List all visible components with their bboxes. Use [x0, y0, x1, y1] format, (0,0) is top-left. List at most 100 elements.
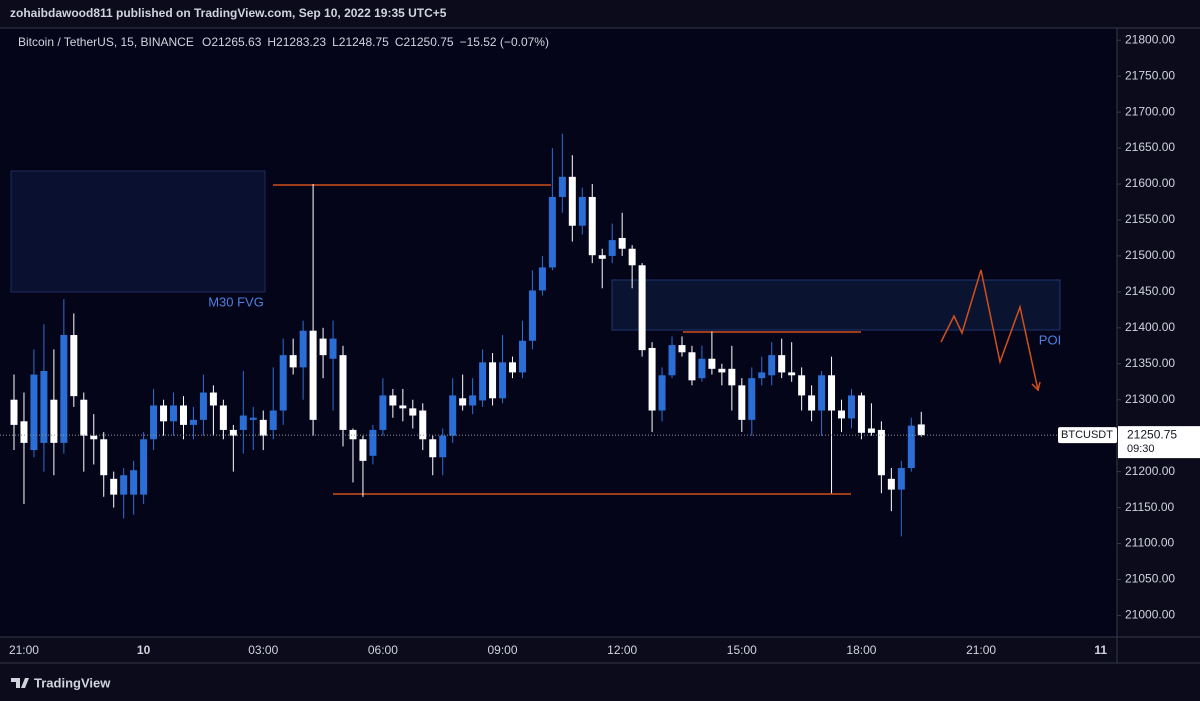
x-tick-label: 21:00 [966, 643, 996, 657]
legend: Bitcoin / TetherUS, 15, BINANCE O21265.6… [18, 35, 549, 49]
candle-body [608, 240, 616, 256]
x-tick-label: 18:00 [846, 643, 876, 657]
candle-body [768, 355, 776, 376]
candle-body [628, 248, 636, 266]
candle-body [678, 345, 686, 353]
fvg-box [10, 170, 266, 293]
candle-body [369, 429, 377, 456]
candle-body [60, 335, 68, 443]
logo [11, 678, 29, 688]
x-tick-label: 03:00 [248, 643, 278, 657]
candle-body [379, 395, 387, 430]
candle-body [808, 395, 816, 411]
y-tick-label: 21300.00 [1125, 392, 1175, 406]
marks [10, 133, 925, 537]
candle-body [818, 375, 826, 411]
candle-body [140, 439, 148, 495]
y-tick-label: 21750.00 [1125, 68, 1175, 82]
candle-body [429, 439, 437, 458]
candle-body [219, 405, 227, 430]
candle-body [499, 362, 507, 399]
ohlc-value: H21283.23 [267, 35, 326, 49]
candle-body [788, 372, 796, 376]
candle-body [299, 330, 307, 368]
x-tick-label: 12:00 [607, 643, 637, 657]
candle-body [668, 345, 676, 376]
candle-body [758, 372, 766, 379]
candle-body [339, 355, 347, 430]
ohlc-value: −15.52 (−0.07%) [460, 35, 549, 49]
candle-body [518, 340, 526, 373]
ohlc-value: L21248.75 [332, 35, 389, 49]
candle-body [80, 399, 88, 436]
candle-body [907, 425, 915, 469]
candle-body [239, 415, 247, 430]
candle-body [150, 405, 158, 440]
footer: TradingView [11, 675, 111, 690]
candle-body [867, 428, 875, 433]
candle-body [90, 435, 98, 440]
symbol-tag: BTCUSDT [1061, 429, 1113, 441]
y-tick-label: 21550.00 [1125, 212, 1175, 226]
candle-body [588, 196, 596, 256]
candle-body [648, 347, 656, 411]
candle-body [698, 358, 706, 379]
candle-body [319, 338, 327, 356]
candle-body [289, 355, 297, 368]
candle-body [917, 424, 925, 436]
candle-body [199, 392, 207, 420]
candle-body [509, 362, 516, 373]
x-tick-label: 10 [137, 643, 151, 657]
y-tick-label: 21100.00 [1125, 536, 1174, 550]
fvg-label: M30 FVG [208, 294, 264, 309]
candle-body [170, 405, 178, 422]
ohlc-value: C21250.75 [395, 35, 454, 49]
candle-body [828, 375, 836, 411]
candle-body [70, 335, 78, 397]
candle-body [40, 370, 48, 443]
plot-area [0, 28, 1117, 637]
poi-box [611, 279, 1061, 331]
candle-body [249, 417, 257, 420]
candle-body [638, 265, 646, 351]
candle-body [269, 410, 277, 430]
header-text: zohaibdawood811 published on TradingView… [10, 6, 447, 20]
poi-label: POI [1039, 332, 1061, 347]
candle-body [688, 352, 696, 381]
candle-body [838, 410, 846, 419]
y-tick-label: 21050.00 [1125, 572, 1175, 586]
x-tick-label: 21:00 [9, 643, 39, 657]
y-tick-label: 21650.00 [1125, 140, 1175, 154]
candle-body [30, 374, 38, 451]
candle-body [389, 395, 397, 406]
candle-body [459, 398, 467, 406]
candle-body [489, 362, 497, 399]
candle-body [399, 405, 407, 409]
candle-body [887, 478, 895, 490]
candle-body [130, 470, 138, 495]
candle-body [738, 385, 746, 420]
candle-body [50, 399, 58, 443]
candle-body [897, 468, 905, 490]
candle-body [229, 429, 237, 436]
projection-arrow [1031, 381, 1041, 392]
candle-body [439, 435, 447, 458]
x-tick-label: 06:00 [368, 643, 398, 657]
candle-body [798, 375, 806, 396]
candle-body [469, 395, 477, 406]
candle-body [718, 368, 726, 373]
candle-body [10, 399, 18, 425]
price-tag: 21250.75 [1127, 427, 1177, 441]
y-tick-label: 21700.00 [1125, 104, 1175, 118]
candle-body [209, 392, 217, 406]
candle-body [259, 419, 267, 436]
candle-body [189, 419, 197, 425]
candle-body [160, 405, 168, 422]
candle-body [419, 410, 427, 440]
candle-body [110, 478, 118, 495]
candle-body [618, 237, 626, 249]
candle-body [120, 475, 128, 495]
candle-body [100, 439, 108, 476]
y-tick-label: 21350.00 [1125, 356, 1175, 370]
